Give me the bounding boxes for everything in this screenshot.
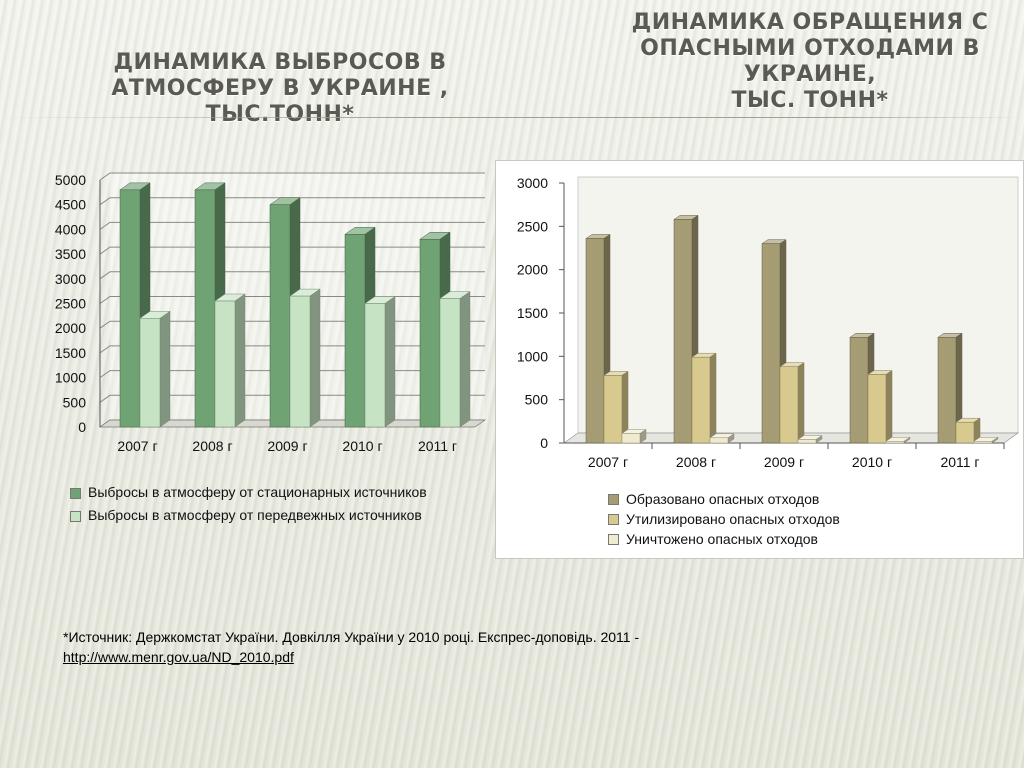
bar <box>289 295 311 428</box>
right-chart-title: ДИНАМИКА ОБРАЩЕНИЯ С ОПАСНЫМИ ОТХОДАМИ В… <box>615 10 1005 114</box>
bar-side <box>709 352 717 444</box>
bar <box>214 300 236 428</box>
y-tick-label: 500 <box>63 394 87 410</box>
right-title-line: ОПАСНЫМИ ОТХОДАМИ В <box>640 36 980 61</box>
x-tick-label: 2009 г <box>267 438 307 454</box>
gridline <box>99 197 485 206</box>
bar <box>269 204 291 428</box>
y-tick-label: 2500 <box>55 296 86 312</box>
legend-item-utilized: Утилизировано опасных отходов <box>608 509 840 529</box>
y-tick-label: 0 <box>78 419 86 435</box>
legend-label-formed: Образовано опасных отходов <box>626 491 820 507</box>
y-tick-label: 2000 <box>517 262 548 278</box>
legend-item-stationary: Выбросы в атмосферу от стационарных исто… <box>70 484 470 501</box>
left-title-line: ТЫС.ТОНН* <box>205 102 355 127</box>
y-tick-label: 3500 <box>55 246 86 262</box>
left-title-line: АТМОСФЕРУ В УКРАИНЕ , <box>111 76 449 101</box>
bar <box>761 243 781 444</box>
bar <box>709 437 729 444</box>
bar-side <box>885 370 893 444</box>
bar-side <box>459 291 471 428</box>
emissions-bar-chart: 0 500 1000 1500 2000 2500 3000 3500 4000 4500 5000… <box>55 172 487 454</box>
gridline <box>99 221 485 230</box>
title-divider <box>0 117 1024 118</box>
bar <box>779 366 799 444</box>
x-tick-label: 2007 г <box>117 438 157 454</box>
y-tick-label: 1000 <box>517 348 548 364</box>
legend-swatch-stationary <box>70 488 81 499</box>
x-tick-label: 2010 г <box>342 438 382 454</box>
bar <box>973 441 993 444</box>
bar <box>419 239 441 428</box>
left-title-line: ДИНАМИКА ВЫБРОСОВ В <box>113 50 447 75</box>
x-tick-label: 2011 г <box>418 438 457 454</box>
bar <box>585 238 605 444</box>
bar-side <box>384 296 396 428</box>
legend-label-mobile: Выбросы в атмосферу от передвежных источ… <box>88 507 422 523</box>
y-tick-label: 2500 <box>517 218 548 234</box>
bar <box>119 189 141 428</box>
legend-swatch-destroyed <box>608 534 619 545</box>
source-text: *Источник: Держкомстат України. Довкілля… <box>63 629 640 645</box>
y-tick-label: 3000 <box>517 175 548 191</box>
bar <box>937 337 957 444</box>
x-tick-label: 2007 г <box>588 454 628 470</box>
bar <box>139 318 161 428</box>
legend-label-stationary: Выбросы в атмосферу от стационарных исто… <box>88 484 427 500</box>
x-tick-label: 2011 г <box>940 454 979 470</box>
bar <box>849 337 869 444</box>
bar <box>194 189 216 428</box>
emissions-legend: Выбросы в атмосферу от стационарных исто… <box>70 484 470 530</box>
bar <box>344 234 366 428</box>
y-tick-label: 3000 <box>55 271 86 287</box>
y-tick-label: 1500 <box>55 345 86 361</box>
bar-side <box>234 293 246 428</box>
legend-swatch-utilized <box>608 514 619 525</box>
legend-swatch-formed <box>608 494 619 505</box>
x-tick-label: 2009 г <box>764 454 804 470</box>
y-tick-label: 0 <box>540 435 548 451</box>
source-note: *Источник: Держкомстат України. Довкілля… <box>63 627 823 667</box>
bar <box>797 439 817 444</box>
y-tick-label: 4500 <box>55 197 86 213</box>
bar <box>603 375 623 444</box>
y-tick-label: 1000 <box>55 370 86 386</box>
bar <box>691 356 711 444</box>
x-tick-label: 2008 г <box>676 454 716 470</box>
legend-item-destroyed: Уничтожено опасных отходов <box>608 529 840 549</box>
y-tick-label: 4000 <box>55 221 86 237</box>
y-tick-label: 2000 <box>55 320 86 336</box>
legend-item-mobile: Выбросы в атмосферу от передвежных источ… <box>70 507 470 524</box>
right-title-line: ТЫС. ТОНН* <box>731 88 889 113</box>
y-tick-label: 500 <box>525 392 549 408</box>
legend-item-formed: Образовано опасных отходов <box>608 489 840 509</box>
waste-legend: Образовано опасных отходов Утилизировано… <box>608 489 840 549</box>
x-tick-label: 2010 г <box>852 454 892 470</box>
left-chart-title: ДИНАМИКА ВЫБРОСОВ В АТМОСФЕРУ В УКРАИНЕ … <box>95 50 465 128</box>
bar <box>673 219 693 444</box>
hazardous-waste-chart-panel: 0 500 1000 1500 2000 2500 3000 2007 г 2008 г 2009… <box>495 160 1024 559</box>
bar-side <box>159 310 171 428</box>
right-title-line: ДИНАМИКА ОБРАЩЕНИЯ С <box>631 10 989 35</box>
bar <box>364 303 386 428</box>
bar <box>955 421 975 444</box>
bar-side <box>797 362 805 444</box>
right-title-line: УКРАИНЕ, <box>743 62 877 87</box>
bar-side <box>309 288 321 428</box>
legend-swatch-mobile <box>70 511 81 522</box>
legend-label-destroyed: Уничтожено опасных отходов <box>626 531 818 547</box>
y-tick-label: 1500 <box>517 305 548 321</box>
hazardous-waste-bar-chart: 0 500 1000 1500 2000 2500 3000 2007 г 2008 г 2009… <box>517 175 1020 470</box>
y-tick-label: 5000 <box>55 172 86 188</box>
gridline <box>99 172 485 181</box>
bar <box>867 374 887 444</box>
bar <box>439 298 461 428</box>
source-link[interactable]: http://www.menr.gov.ua/ND_2010.pdf <box>63 649 294 665</box>
x-tick-label: 2008 г <box>192 438 232 454</box>
bar <box>885 441 905 444</box>
legend-label-utilized: Утилизировано опасных отходов <box>626 511 840 527</box>
bar <box>621 433 641 444</box>
